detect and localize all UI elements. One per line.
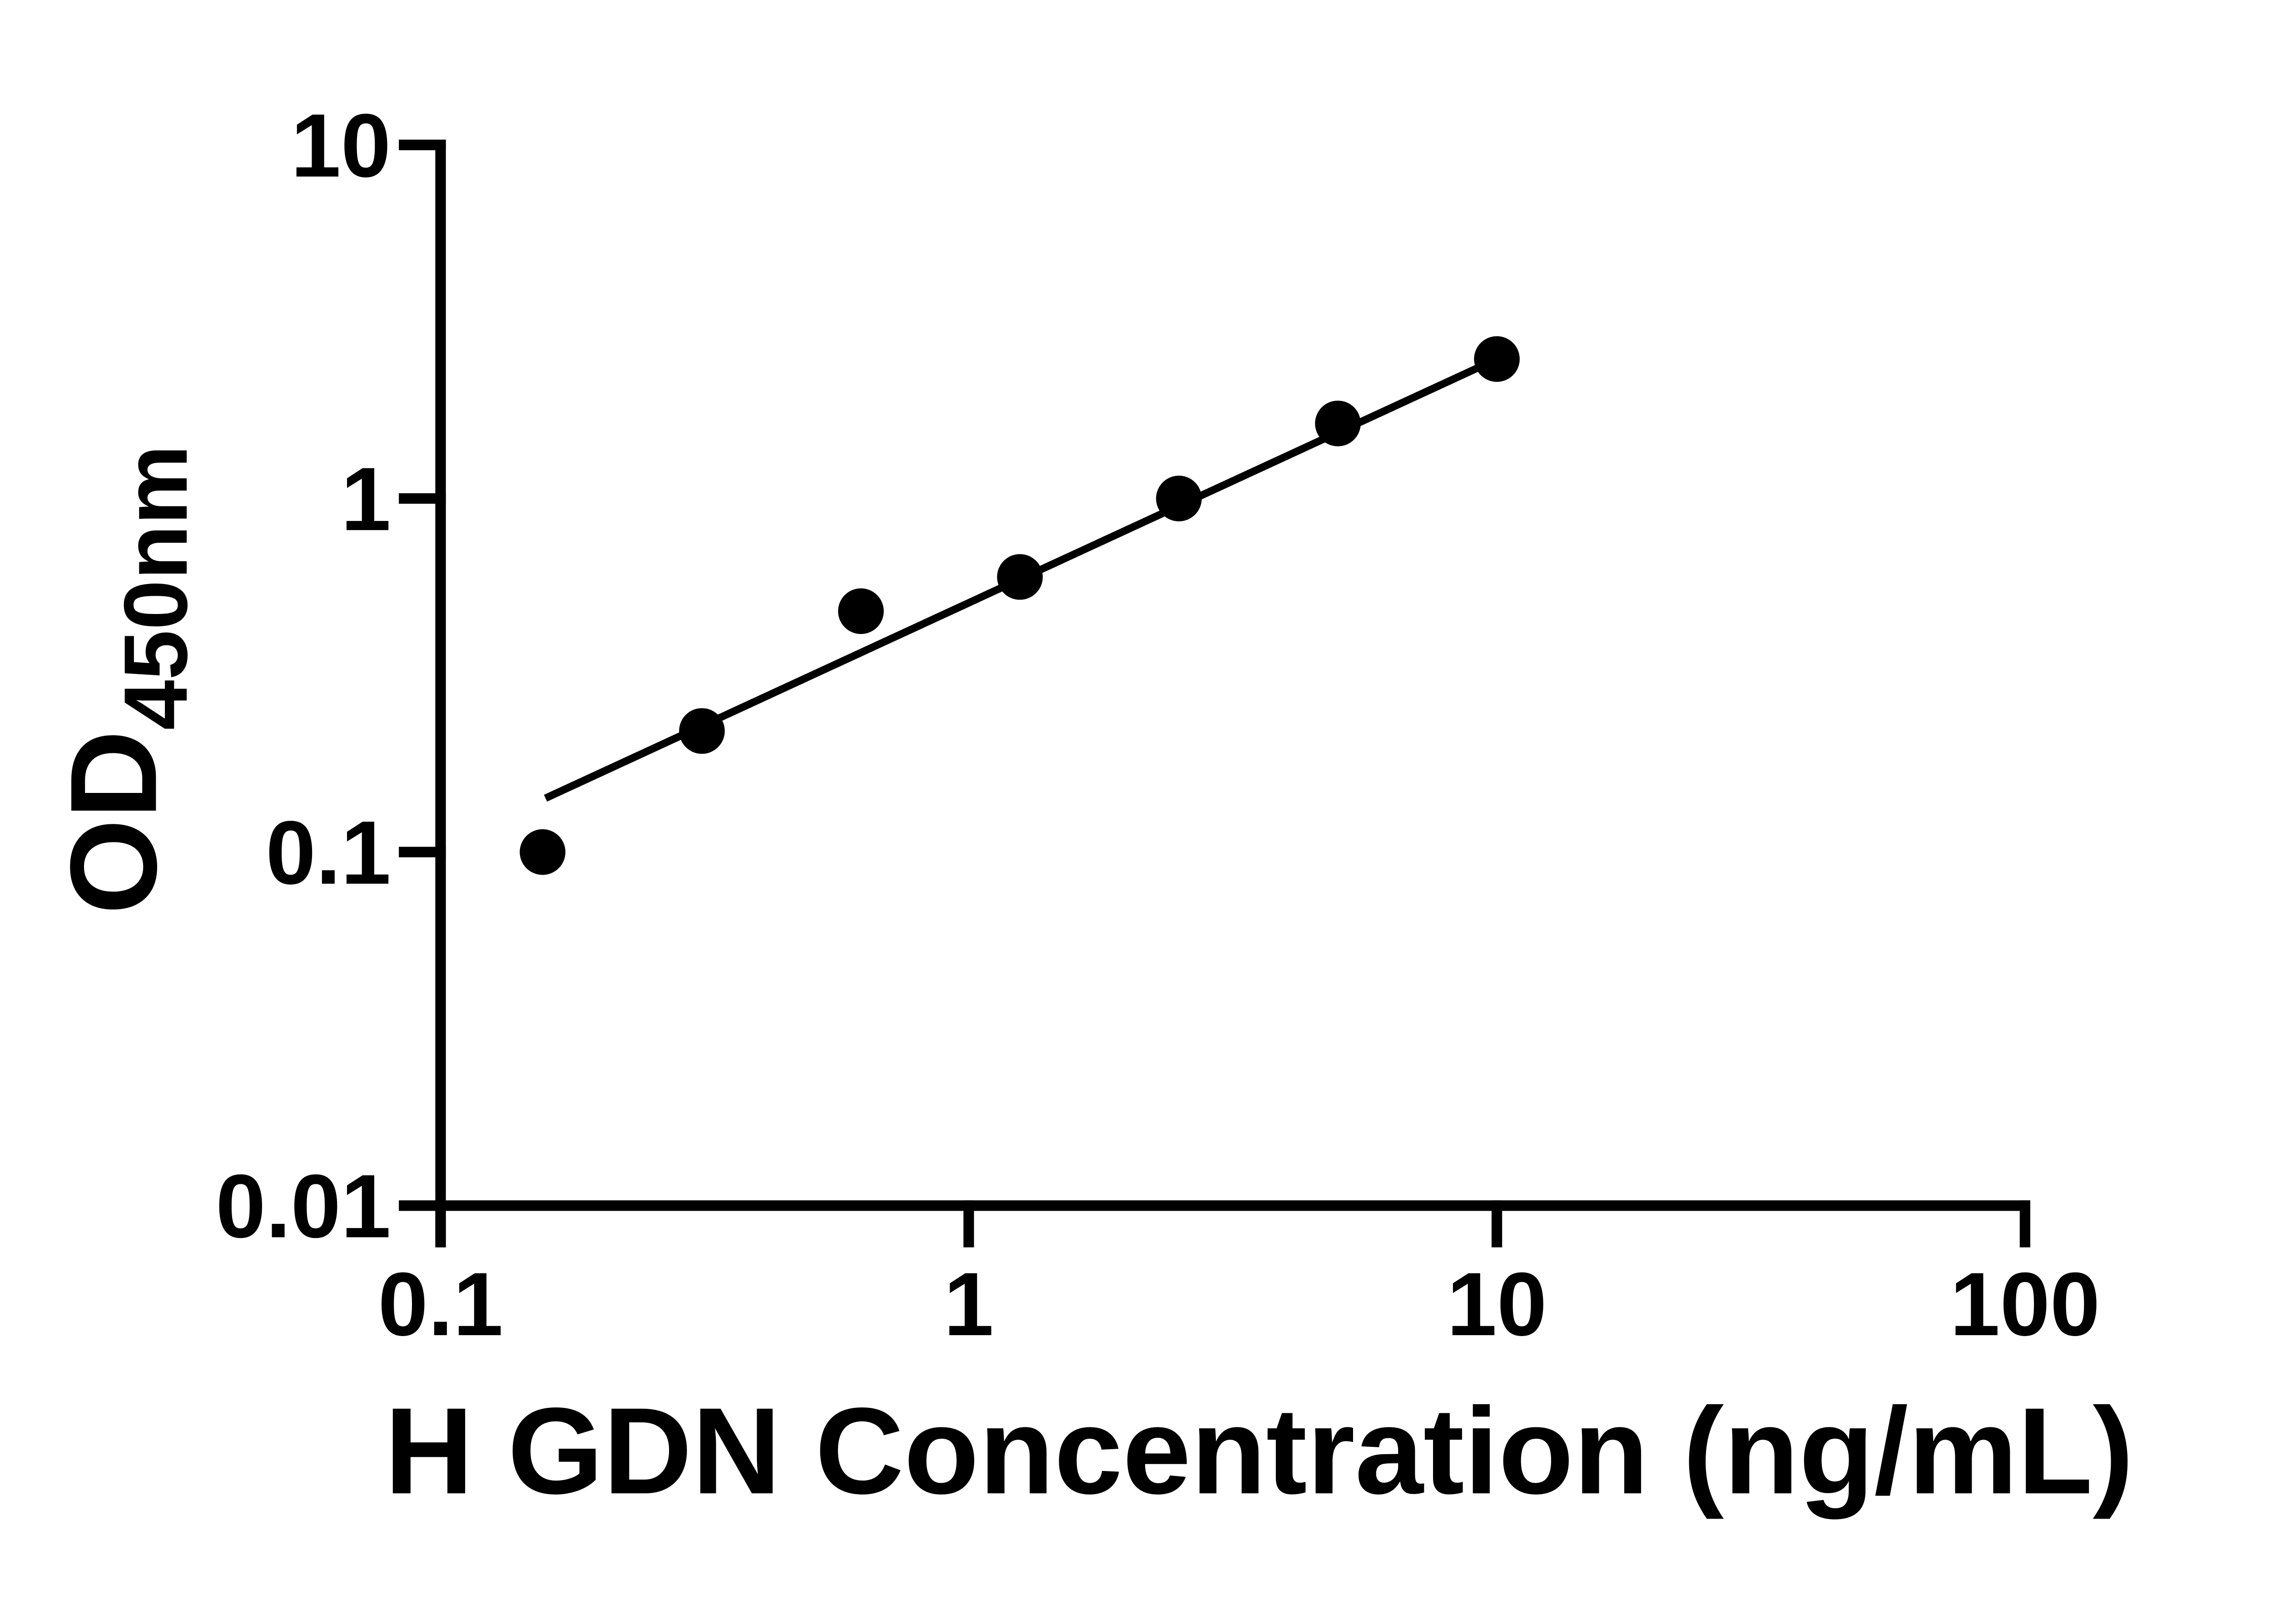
data-point — [838, 588, 884, 634]
data-point — [1156, 475, 1202, 521]
figure-background — [0, 0, 2271, 1570]
x-tick-label: 100 — [1950, 1254, 2100, 1355]
y-axis-title-subscript: 450nm — [106, 445, 206, 730]
data-point — [997, 554, 1043, 600]
y-tick-label: 10 — [291, 96, 391, 196]
x-tick-label: 0.1 — [378, 1254, 503, 1355]
data-point — [520, 829, 565, 875]
data-point — [1474, 336, 1520, 382]
y-axis-title: OD450nm — [45, 445, 206, 914]
y-tick-label: 0.1 — [266, 803, 391, 903]
y-tick-label: 0.01 — [216, 1156, 391, 1257]
x-tick-label: 10 — [1447, 1254, 1547, 1355]
data-point — [1315, 401, 1361, 446]
y-axis-title-main: OD — [45, 730, 182, 915]
x-axis-title: H GDN Concentration (ng/mL) — [385, 1382, 2134, 1520]
x-tick-label: 1 — [944, 1254, 994, 1355]
elisa-standard-curve-figure: 0.01 0.1 1 10 0.1 1 10 100 H GDN Concentration (… — [0, 0, 2271, 1570]
y-tick-label: 1 — [341, 449, 391, 550]
data-point — [679, 708, 725, 754]
